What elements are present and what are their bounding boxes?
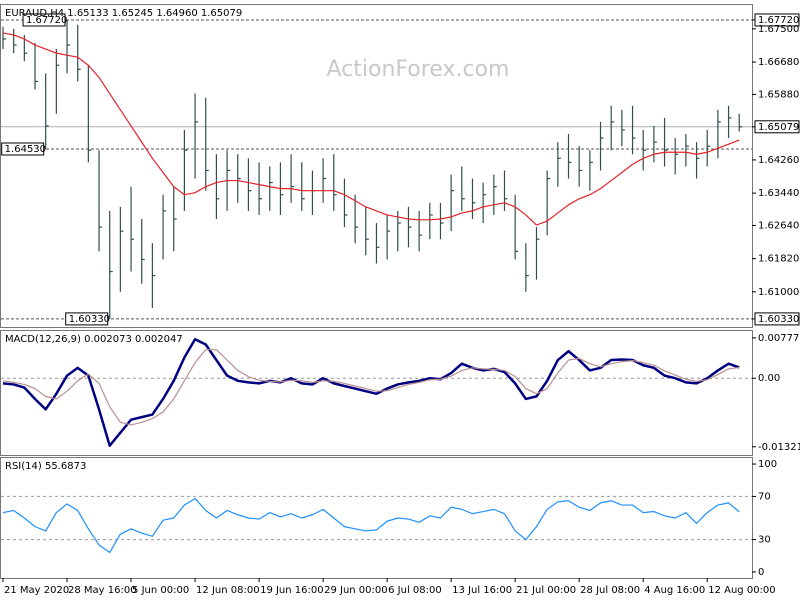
panel-title: EURAUD,H4 1.65133 1.65245 1.64960 1.6507… <box>5 8 242 19</box>
y-tick-label: 1.61820 <box>758 254 799 265</box>
watermark: ActionForex.com <box>327 57 510 82</box>
x-tick-label: 29 Jun 00:00 <box>324 585 388 596</box>
panel-title: RSI(14) 55.6873 <box>5 461 86 472</box>
y-tick-label: 1.61000 <box>758 287 799 298</box>
annotation-box <box>1 142 45 156</box>
y-tick-label: 1.64260 <box>758 155 799 166</box>
series-line <box>2 338 740 447</box>
y-tick-label: 0 <box>758 567 764 578</box>
tick-box <box>754 120 800 134</box>
tick-box <box>754 13 800 27</box>
y-tick-label: 1.62640 <box>758 220 799 231</box>
y-tick-label: 1.67720 <box>758 15 799 26</box>
x-tick-label: 21 May 2020 <box>4 585 69 596</box>
x-tick-label: 28 Jul 08:00 <box>580 585 640 596</box>
x-tick-label: 6 Jul 08:00 <box>388 585 442 596</box>
annotation-label: 1.64530 <box>5 144 46 155</box>
price-panel <box>0 4 753 328</box>
y-tick-label: 0.00 <box>758 373 780 384</box>
y-tick-label: 1.67500 <box>758 24 799 35</box>
y-tick-label: 1.66680 <box>758 57 799 68</box>
y-tick-label: 1.65880 <box>758 89 799 100</box>
y-tick-label: 70 <box>758 491 771 502</box>
x-tick-label: 4 Aug 16:00 <box>644 585 705 596</box>
x-tick-label: 21 Jul 00:00 <box>516 585 576 596</box>
y-tick-label: 1.65079 <box>758 122 799 133</box>
x-tick-label: 12 Jun 08:00 <box>196 585 260 596</box>
y-tick-label: -0.01321 <box>758 442 800 453</box>
rsi-panel <box>0 457 753 579</box>
y-tick-label: 30 <box>758 535 771 546</box>
x-tick-label: 19 Jun 16:00 <box>260 585 324 596</box>
series-line <box>2 497 740 554</box>
y-tick-label: 1.60330 <box>758 314 799 325</box>
annotation-box <box>65 312 109 326</box>
y-tick-label: 1.63440 <box>758 188 799 199</box>
annotation-label: 1.67720 <box>26 15 67 26</box>
x-tick-label: 12 Aug 00:00 <box>708 585 775 596</box>
annotation-box <box>22 13 66 27</box>
panel-title: MACD(12,26,9) 0.002073 0.002047 <box>5 334 183 345</box>
y-tick-label: 100 <box>758 459 777 470</box>
annotation-label: 1.60330 <box>69 314 110 325</box>
y-tick-label: 0.007778 <box>758 333 800 344</box>
series-line <box>2 349 740 426</box>
x-tick-label: 28 May 16:00 <box>68 585 137 596</box>
tick-box <box>754 312 800 326</box>
x-tick-label: 13 Jul 16:00 <box>452 585 512 596</box>
x-tick-label: 5 Jun 00:00 <box>132 585 189 596</box>
series-line <box>2 32 740 226</box>
